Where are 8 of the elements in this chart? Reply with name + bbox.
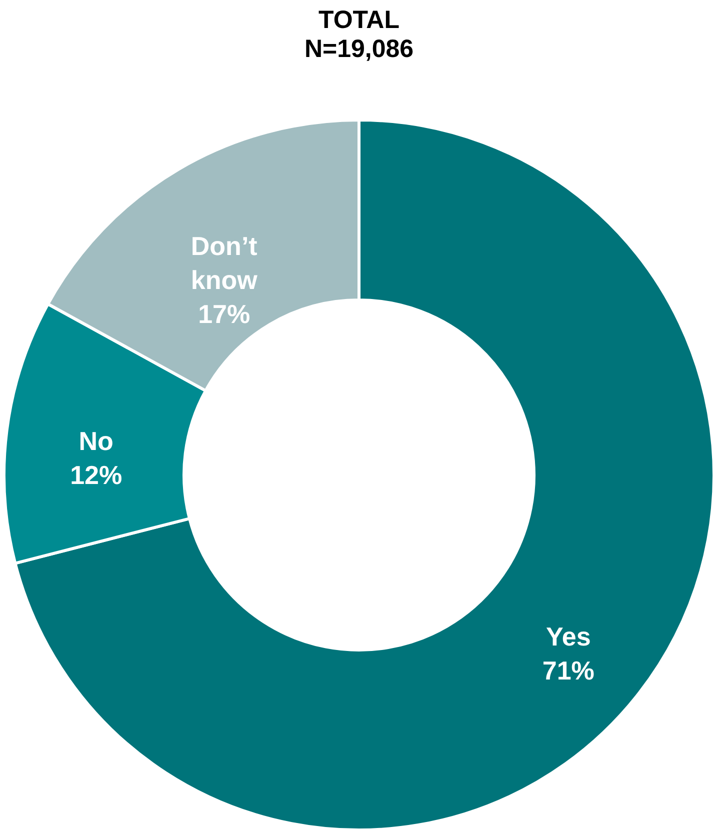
slice-label: Don’t know [190,230,258,295]
chart-title: TOTAL [318,6,400,34]
slice-label: Yes [546,621,591,652]
data-label: 71% [542,655,594,686]
slice-label: No [78,426,114,456]
data-label: 17% [198,298,250,329]
chart-subtitle: N=19,086 [304,35,414,63]
data-label: 12% [70,460,122,490]
